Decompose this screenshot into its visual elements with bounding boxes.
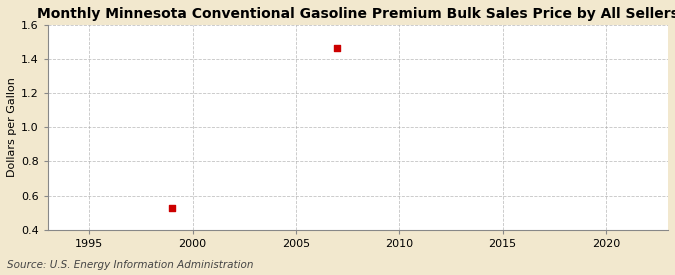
Point	[332, 46, 343, 51]
Title: Monthly Minnesota Conventional Gasoline Premium Bulk Sales Price by All Sellers: Monthly Minnesota Conventional Gasoline …	[37, 7, 675, 21]
Text: Source: U.S. Energy Information Administration: Source: U.S. Energy Information Administ…	[7, 260, 253, 270]
Y-axis label: Dollars per Gallon: Dollars per Gallon	[7, 77, 17, 177]
Point	[167, 206, 178, 211]
